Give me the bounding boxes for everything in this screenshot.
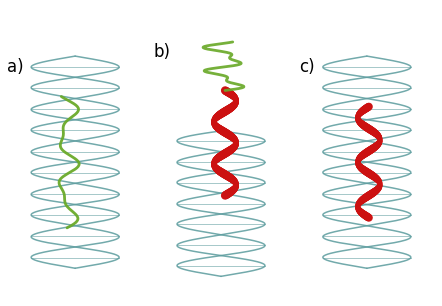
Text: b): b): [153, 43, 170, 62]
Text: c): c): [299, 58, 315, 76]
Text: a): a): [7, 58, 24, 76]
